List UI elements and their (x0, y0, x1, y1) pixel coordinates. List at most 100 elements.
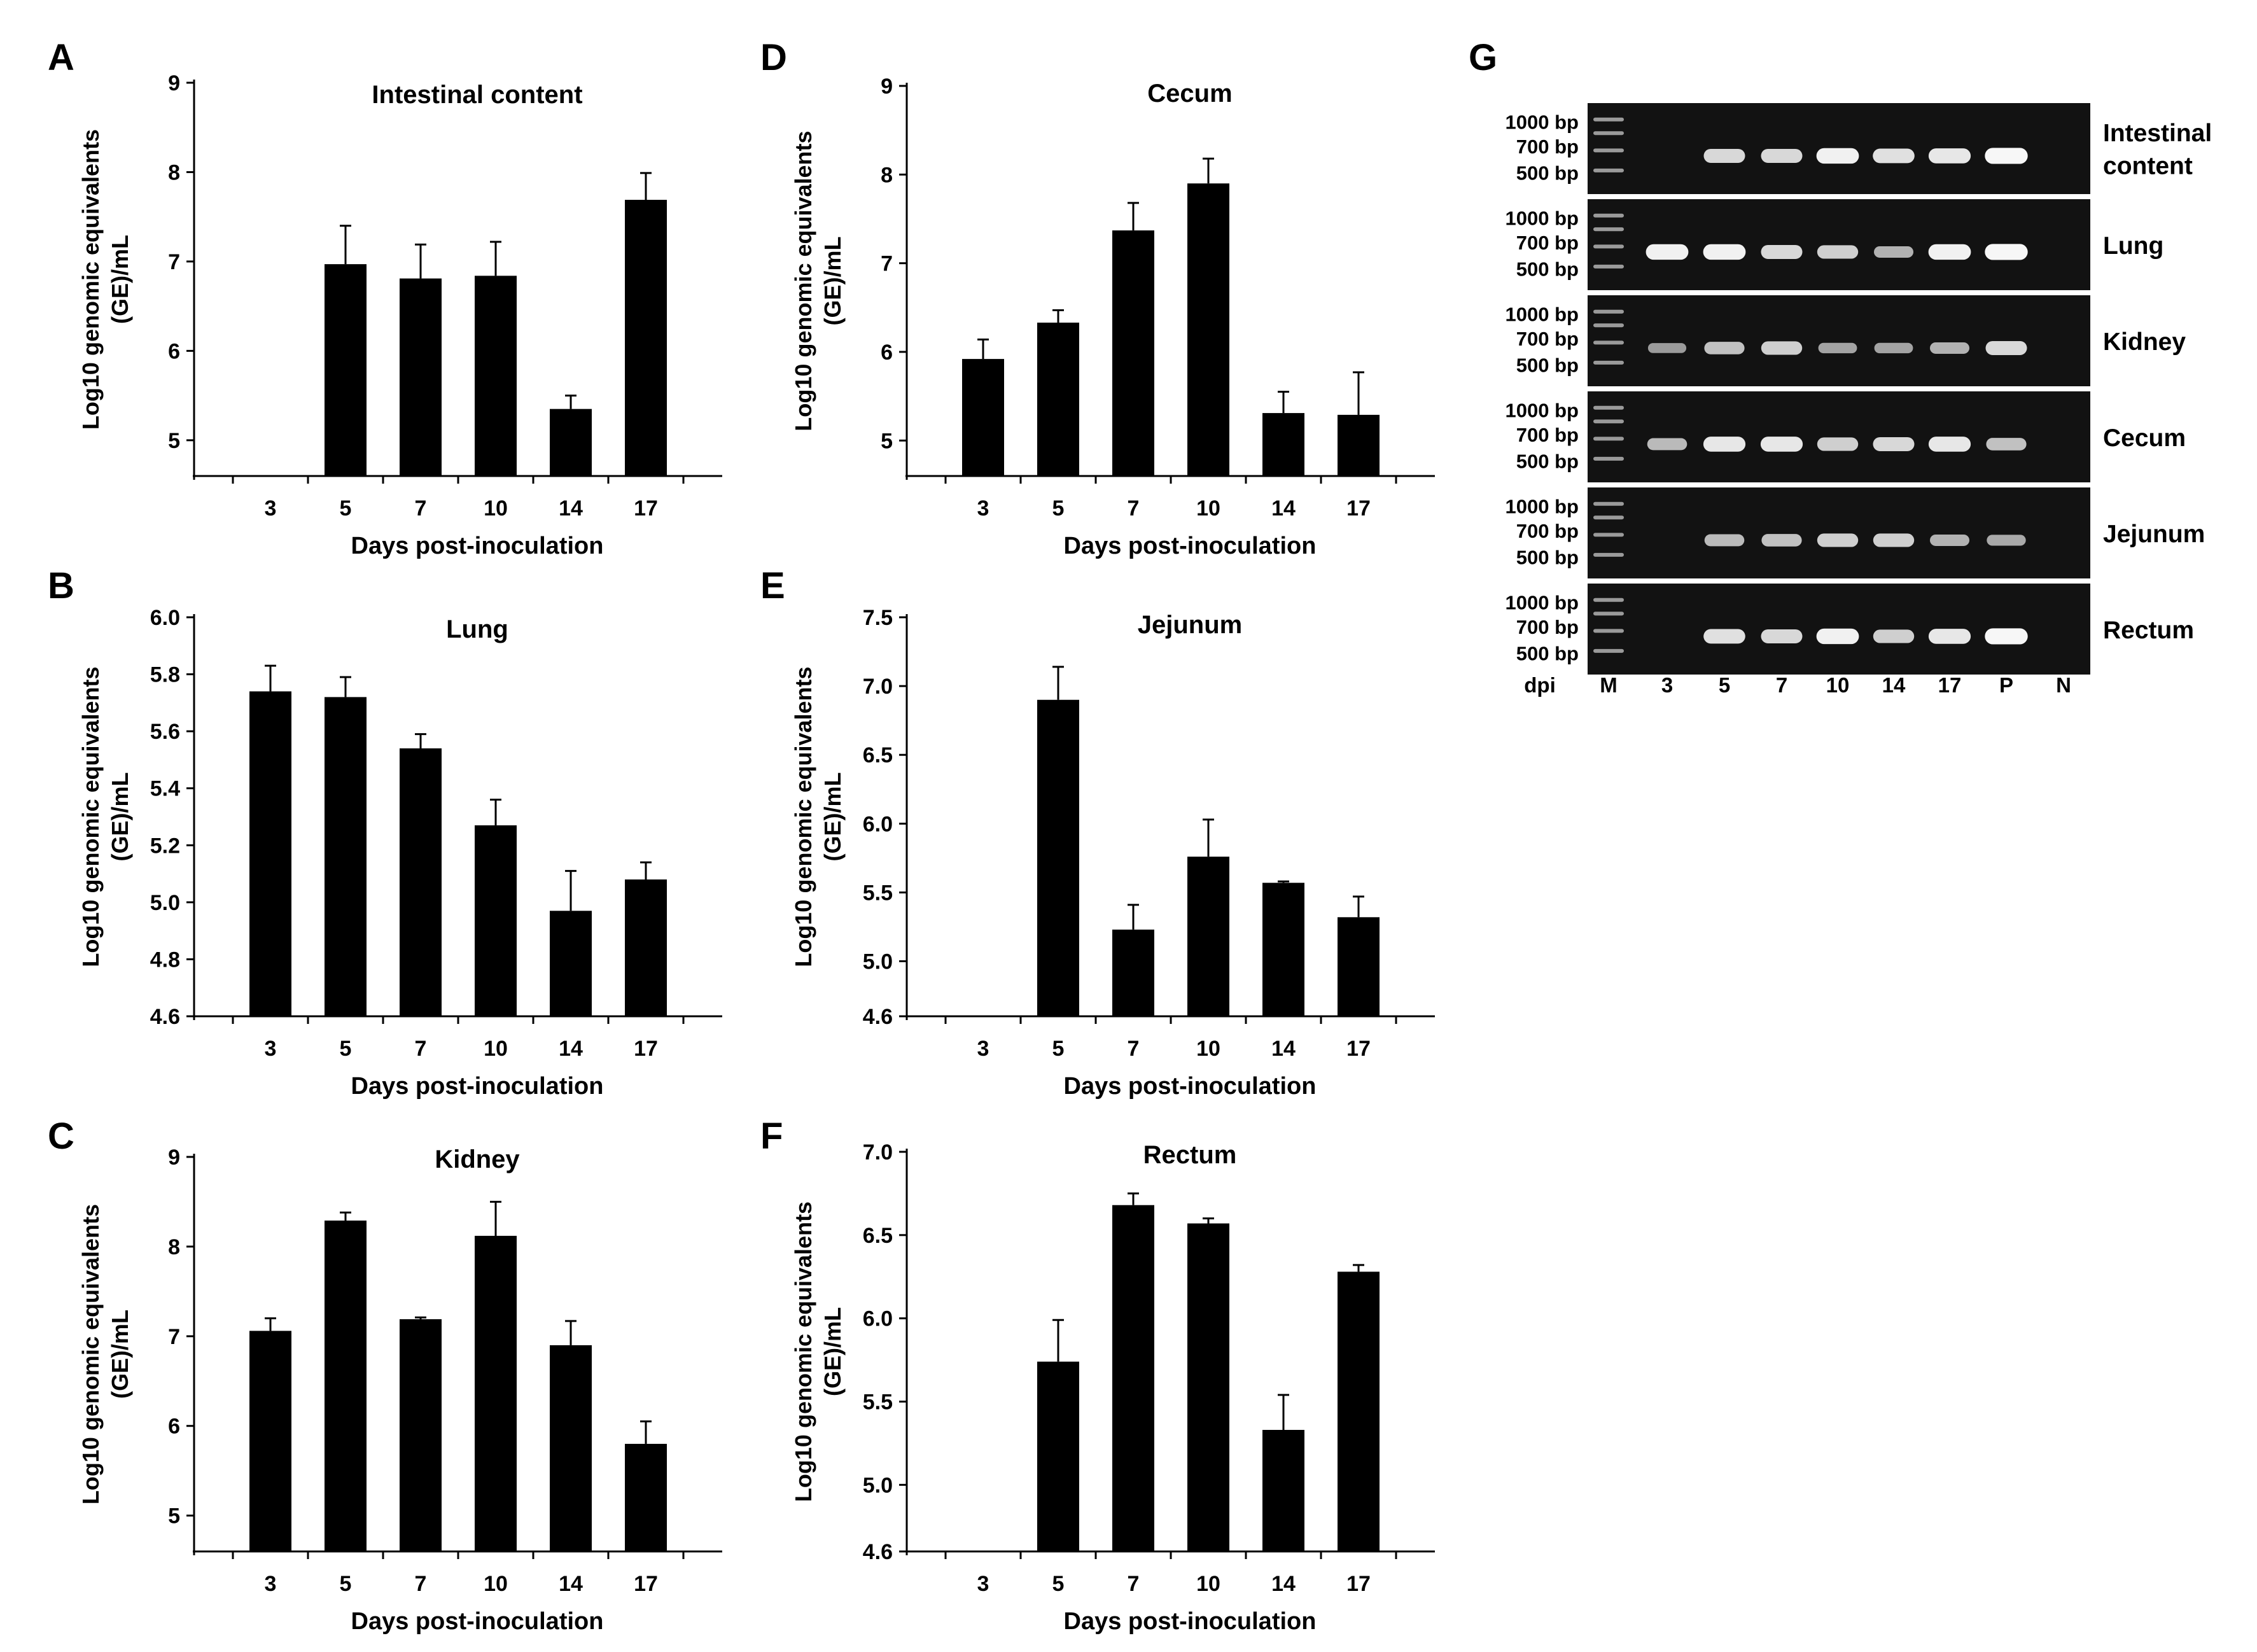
lane-label: 5 (1719, 673, 1730, 697)
ladder-band (1593, 552, 1624, 557)
y-tick-label: 9 (881, 74, 893, 99)
x-tick-label: 17 (1346, 496, 1371, 521)
y-tick-label: 8 (881, 163, 893, 187)
gel-row-label: Cecum (2103, 424, 2186, 452)
x-tick-label: 5 (340, 1037, 352, 1061)
bar (1037, 1361, 1079, 1551)
x-axis-label: Days post-inoculation (1064, 1073, 1317, 1100)
lane-label: 14 (1882, 673, 1906, 697)
dna-band (1928, 629, 1971, 644)
ladder-band (1593, 405, 1624, 410)
marker-size-label: 700 bp (1516, 424, 1579, 446)
y-axis-label: Log10 genomic equivalents (790, 130, 816, 431)
lane-label: 3 (1661, 673, 1673, 697)
gel-row-label: Jejunum (2103, 521, 2205, 548)
dna-band (1873, 629, 1915, 643)
x-tick-label: 7 (415, 1572, 427, 1596)
chart-panel-b: B Lung 4.6 4.8 5.0 5.2 5.4 5.6 5.8 6.0 3 5 7 10 14 17 Da… (48, 565, 722, 1100)
dna-band (1703, 629, 1745, 644)
ladder-band (1593, 419, 1624, 424)
x-tick-label: 7 (1128, 1037, 1140, 1061)
y-tick-label: 5 (168, 1504, 180, 1529)
chart-title: Jejunum (1138, 611, 1242, 639)
dna-band (1874, 246, 1913, 258)
bar (325, 1221, 367, 1551)
dna-band (1874, 342, 1913, 354)
bar (475, 825, 517, 1016)
y-tick-label: 5.4 (150, 777, 180, 801)
chart-title: Lung (446, 615, 508, 643)
marker-size-label: 700 bp (1516, 616, 1579, 638)
x-tick-label: 14 (559, 1037, 583, 1061)
ladder-band (1593, 309, 1624, 314)
panel-letter: C (48, 1116, 74, 1157)
ladder-band (1593, 360, 1624, 365)
panel-letter: A (48, 37, 74, 78)
bar (1187, 857, 1229, 1016)
bar (625, 879, 667, 1016)
ladder-band (1593, 648, 1624, 653)
x-tick-label: 17 (634, 1037, 658, 1061)
chart-panel-f: F Rectum 4.6 5.0 5.5 6.0 6.5 7.0 3 5 7 10 14 17 Days p… (760, 1116, 1435, 1635)
ladder-band (1593, 340, 1624, 345)
y-tick-label: 5.0 (150, 891, 180, 915)
dna-band (1987, 535, 2026, 546)
gel-row-label: Lung (2103, 232, 2163, 260)
y-tick-label: 7.5 (863, 606, 893, 630)
x-tick-label: 17 (1346, 1037, 1371, 1061)
lane-label: dpi (1524, 673, 1555, 697)
marker-size-label: 1000 bp (1506, 207, 1579, 230)
panel-letter: B (48, 565, 74, 606)
ladder-band (1593, 515, 1624, 520)
x-axis-label: Days post-inoculation (1064, 533, 1317, 559)
y-tick-label: 4.6 (863, 1005, 893, 1029)
dna-band (1986, 438, 2027, 451)
y-tick-label: 6.0 (150, 606, 180, 630)
bar (1187, 183, 1229, 476)
y-tick-label: 6.0 (863, 812, 893, 836)
x-tick-label: 17 (634, 496, 658, 521)
chart-title: Intestinal content (372, 81, 582, 109)
bar (550, 1345, 592, 1551)
marker-size-label: 700 bp (1516, 136, 1579, 158)
dna-band (1930, 342, 1969, 354)
y-tick-label: 9 (168, 71, 180, 95)
ladder-band (1593, 168, 1624, 172)
y-tick-label: 7 (168, 250, 180, 274)
dna-band (1646, 244, 1689, 260)
y-tick-label: 6 (881, 340, 893, 365)
panel-letter: D (760, 37, 787, 78)
marker-size-label: 700 bp (1516, 232, 1579, 254)
x-tick-label: 3 (977, 1037, 989, 1061)
dna-band (1647, 438, 1688, 451)
y-tick-label: 5.0 (863, 950, 893, 974)
ladder-band (1593, 598, 1624, 602)
marker-size-label: 1000 bp (1506, 304, 1579, 326)
marker-size-label: 500 bp (1516, 258, 1579, 281)
gel-row-label: Rectum (2103, 617, 2194, 644)
panel-letter: G (1469, 37, 1497, 78)
y-tick-label: 4.8 (150, 948, 180, 972)
bar (625, 1443, 667, 1551)
x-tick-label: 14 (559, 496, 583, 521)
y-axis-label: Log10 genomic equivalents (790, 666, 816, 967)
y-tick-label: 4.6 (150, 1005, 180, 1029)
bar (1262, 1429, 1304, 1551)
dna-band (1928, 148, 1971, 164)
ladder-band (1593, 323, 1624, 328)
gel-image (1588, 295, 2090, 386)
y-tick-label: 9 (168, 1145, 180, 1170)
ladder-band (1593, 264, 1624, 269)
lane-label: N (2056, 673, 2071, 697)
dna-band (1816, 148, 1859, 164)
dna-band (1985, 244, 2028, 260)
x-tick-label: 3 (265, 1572, 277, 1596)
lane-label: 7 (1776, 673, 1787, 697)
bar (1037, 699, 1079, 1016)
